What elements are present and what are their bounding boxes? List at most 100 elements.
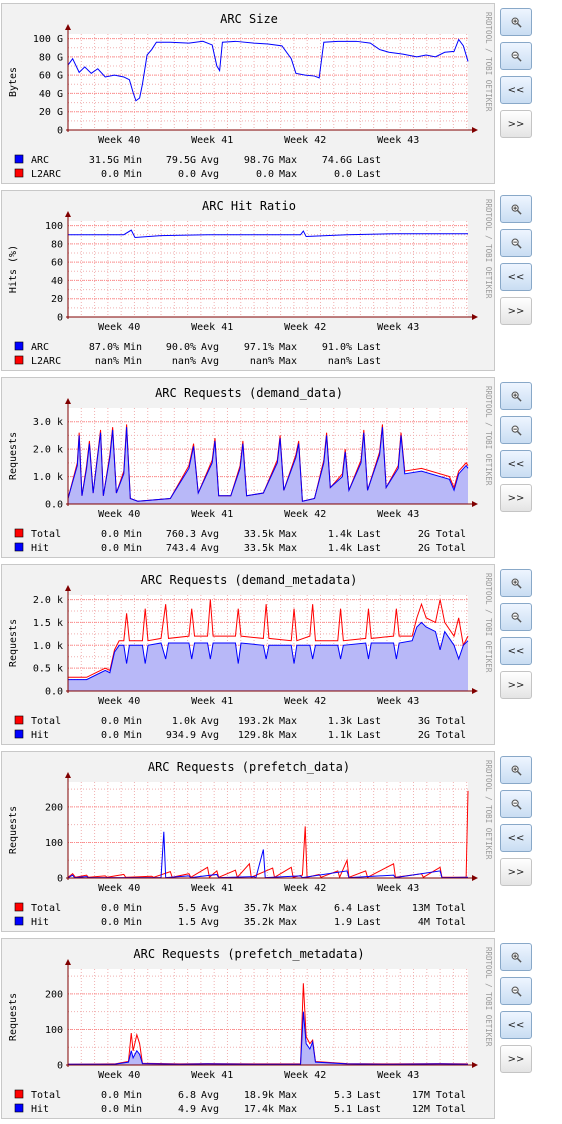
zoom-in-button[interactable] — [500, 382, 532, 410]
legend-text: 1.5 — [178, 917, 196, 928]
arc-hit-ratio-row: ARC Hit Ratio Hits (%) 0 20 40 60 80 100 Week 40… — [0, 187, 562, 374]
back-button[interactable]: << — [500, 637, 532, 665]
y-tick-label: 20 G — [39, 107, 63, 118]
zoom-in-button[interactable] — [500, 569, 532, 597]
button-label: >> — [507, 1053, 525, 1065]
x-tick-label: Week 43 — [377, 696, 419, 707]
zoom-in-button[interactable] — [500, 943, 532, 971]
zoom-out-button[interactable] — [500, 229, 532, 257]
zoom-out-button[interactable] — [500, 790, 532, 818]
plot-area — [68, 34, 468, 130]
y-axis-label: Requests — [8, 993, 19, 1041]
x-tick-label: Week 42 — [284, 135, 326, 146]
zoom-out-button[interactable] — [500, 977, 532, 1005]
arc-requests-prefetch-metadata-svg: ARC Requests (prefetch_metadata) Requests… — [8, 947, 493, 1115]
y-tick-label: 40 — [51, 276, 63, 287]
y-tick-label: 0.5 k — [33, 664, 63, 675]
forward-button[interactable]: >> — [500, 858, 532, 886]
plot-area — [68, 221, 468, 317]
y-tick-label: 0 — [57, 874, 63, 885]
legend-text: Hit — [31, 543, 49, 554]
legend-text: 0.0 — [101, 917, 119, 928]
legend-text: 2G Total — [418, 543, 466, 554]
forward-button[interactable]: >> — [500, 1045, 532, 1073]
x-axis-arrow — [472, 1062, 478, 1068]
y-axis-label: Requests — [8, 432, 19, 480]
legend-text: 1.0k — [172, 716, 196, 727]
x-tick-label: Week 43 — [377, 135, 419, 146]
series-area-hit — [68, 427, 468, 504]
button-label: << — [507, 458, 525, 470]
y-tick-label: 60 G — [39, 71, 63, 82]
legend-text: 33.5k — [244, 543, 274, 554]
y-axis-arrow — [65, 24, 71, 30]
legend-text: 5.3 — [334, 1090, 352, 1101]
button-label: << — [507, 84, 525, 96]
zoom-in-button[interactable] — [500, 195, 532, 223]
legend-text: Last — [357, 903, 381, 914]
button-label: << — [507, 1019, 525, 1031]
chart-title: ARC Hit Ratio — [202, 199, 296, 213]
legend-text: 17M Total — [412, 1090, 466, 1101]
legend-swatch — [14, 341, 24, 351]
legend-text: Last — [357, 716, 381, 727]
back-button[interactable]: << — [500, 263, 532, 291]
watermark: RRDTOOL / TOBI OETIKER — [484, 573, 493, 673]
legend-swatch — [14, 168, 24, 178]
x-tick-label: Week 43 — [377, 883, 419, 894]
back-button[interactable]: << — [500, 1011, 532, 1039]
legend-text: 743.4 — [166, 543, 196, 554]
y-axis-arrow — [65, 211, 71, 217]
legend-text: 1.3k — [328, 716, 352, 727]
legend-text: Avg — [201, 169, 219, 180]
legend-text: Min — [124, 716, 142, 727]
x-axis-arrow — [472, 688, 478, 694]
x-tick-label: Week 43 — [377, 1070, 419, 1081]
arc-requests-prefetch-data-svg: ARC Requests (prefetch_data) Requests 0 100… — [8, 760, 493, 928]
y-tick-label: 0 — [57, 126, 63, 137]
x-axis-arrow — [472, 314, 478, 320]
legend-text: Max — [279, 1090, 297, 1101]
legend-text: 3G Total — [418, 716, 466, 727]
zoom-out-icon — [511, 425, 522, 436]
x-tick-label: Week 41 — [191, 509, 233, 520]
back-button[interactable]: << — [500, 450, 532, 478]
legend-text: Total — [31, 903, 61, 914]
series-line-hit — [68, 1011, 469, 1065]
y-tick-label: 100 — [45, 1025, 63, 1036]
legend-text: Min — [124, 342, 142, 353]
legend-text: 0.0 — [101, 1104, 119, 1115]
legend-text: 1.4k — [328, 529, 352, 540]
legend-text: 18.9k — [244, 1090, 274, 1101]
legend-text: 5.5 — [178, 903, 196, 914]
forward-button[interactable]: >> — [500, 297, 532, 325]
arc-requests-demand-data-svg: ARC Requests (demand_data) Requests 0.0 1.0… — [8, 386, 493, 554]
chart-title: ARC Requests (prefetch_metadata) — [133, 947, 364, 961]
zoom-out-button[interactable] — [500, 416, 532, 444]
forward-button[interactable]: >> — [500, 110, 532, 138]
zoom-in-icon — [511, 578, 522, 589]
zoom-out-icon — [511, 799, 522, 810]
zoom-out-icon — [511, 238, 522, 249]
forward-button[interactable]: >> — [500, 671, 532, 699]
legend-text: 760.3 — [166, 529, 196, 540]
back-button[interactable]: << — [500, 824, 532, 852]
legend-text: Min — [124, 155, 142, 166]
legend-swatch — [14, 542, 24, 552]
series-line-arc — [67, 38, 469, 102]
x-tick-label: Week 42 — [284, 1070, 326, 1081]
zoom-out-button[interactable] — [500, 603, 532, 631]
chart-title: ARC Size — [220, 12, 278, 26]
zoom-in-icon — [511, 952, 522, 963]
zoom-in-button[interactable] — [500, 8, 532, 36]
legend-text: ARC — [31, 155, 49, 166]
back-button[interactable]: << — [500, 76, 532, 104]
legend-text: Avg — [201, 543, 219, 554]
forward-button[interactable]: >> — [500, 484, 532, 512]
legend-swatch — [14, 355, 24, 365]
zoom-out-button[interactable] — [500, 42, 532, 70]
legend-text: 90.0% — [166, 342, 196, 353]
series-line-hit — [67, 427, 469, 502]
legend-text: 31.5G — [89, 155, 119, 166]
zoom-in-button[interactable] — [500, 756, 532, 784]
